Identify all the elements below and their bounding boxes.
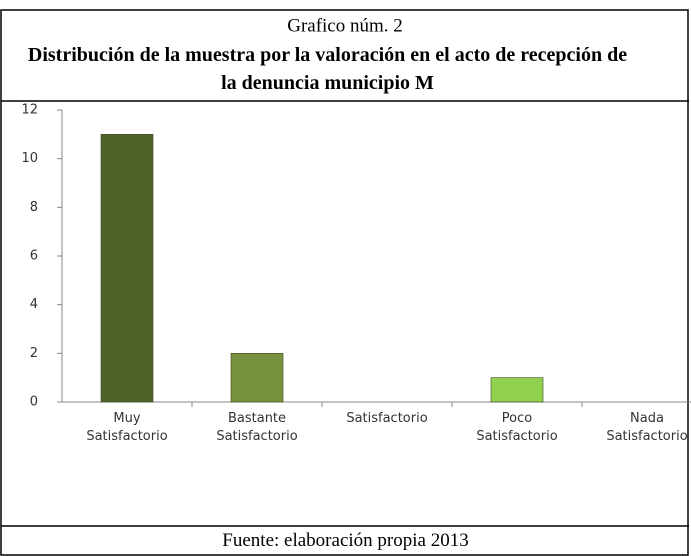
x-tick-label: Satisfactorio: [346, 411, 428, 426]
chart-subtitle: Distribución de la muestra por la valora…: [27, 44, 628, 94]
y-tick-label: 2: [30, 346, 38, 361]
bar: [100, 134, 154, 403]
source-text: Fuente: elaboración propia 2013: [222, 530, 469, 551]
frame: [0, 9, 689, 556]
x-tick-label: Poco Satisfactorio: [476, 411, 558, 444]
y-tick-label: 0: [30, 395, 38, 410]
y-tick-label: 8: [30, 200, 38, 215]
y-tick-label: 12: [21, 103, 38, 118]
y-tick-label: 10: [21, 151, 38, 166]
chart-title: Grafico núm. 2: [287, 15, 403, 36]
bar: [230, 353, 284, 403]
x-tick-label: Bastante Satisfactorio: [216, 411, 298, 444]
y-tick-label: 4: [30, 297, 38, 312]
bar: [490, 377, 544, 403]
x-tick-label: Nada Satisfactorio: [606, 411, 688, 444]
y-tick-label: 6: [30, 249, 38, 264]
x-tick-label: Muy Satisfactorio: [86, 411, 168, 444]
